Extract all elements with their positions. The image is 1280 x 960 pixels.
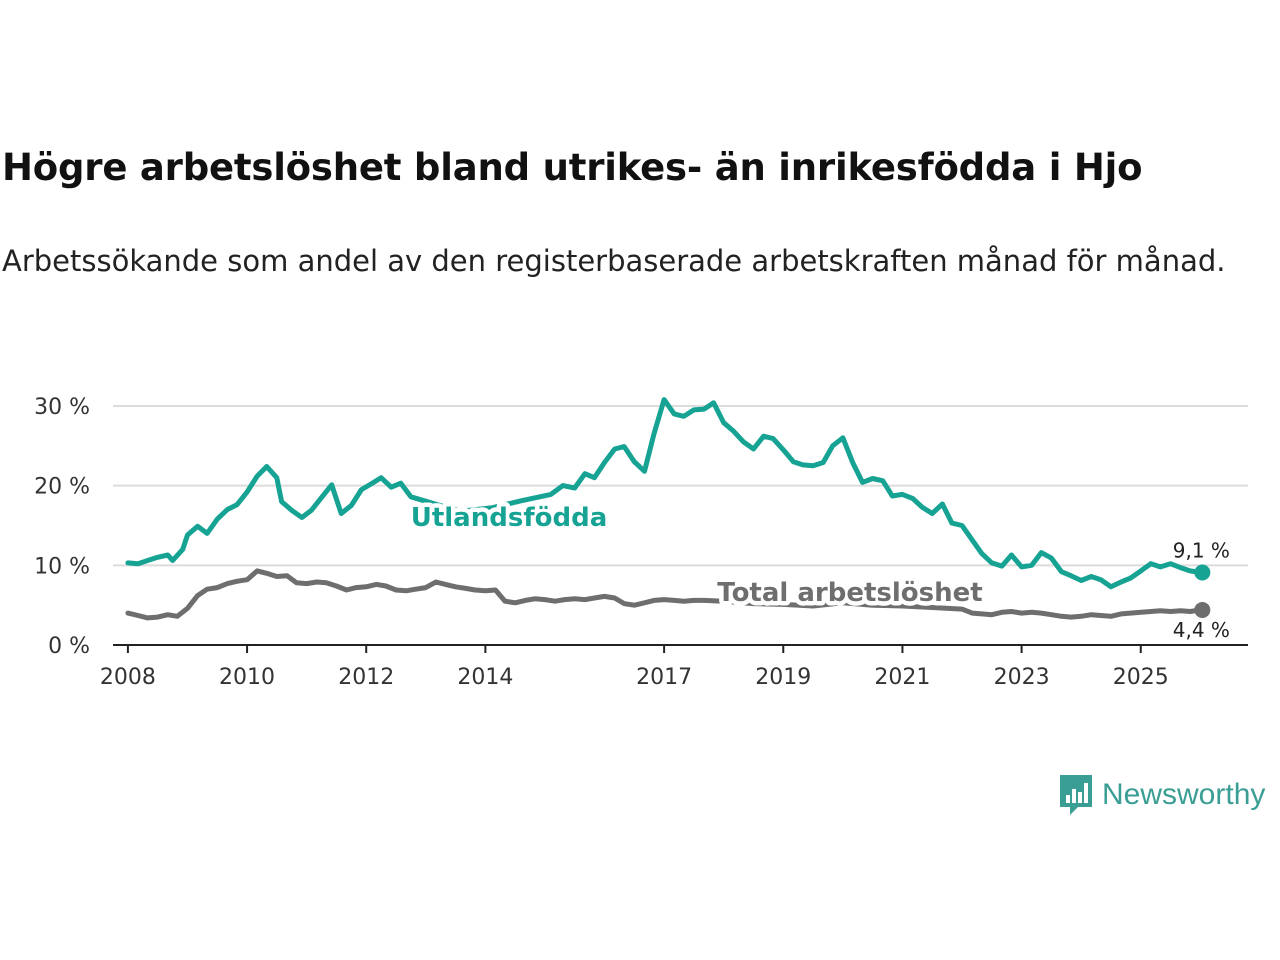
series-line-utlandsfodda (125, 397, 1203, 590)
line-chart: 0 % 10 % 20 % 30 % 2008 2010 2012 2014 2017 2019 2… (34, 395, 1248, 690)
end-value-label: 9,1 % (1173, 538, 1230, 562)
brand-name: Newsworthy (1102, 778, 1266, 811)
x-tick-label: 2012 (338, 665, 394, 690)
y-tick-label: 30 % (34, 395, 90, 420)
end-point-dot (1194, 601, 1211, 618)
series-line-total (125, 568, 1203, 621)
x-tick-label: 2023 (994, 665, 1050, 690)
y-tick-label: 10 % (34, 554, 90, 579)
y-tick-label: 0 % (48, 634, 90, 659)
y-tick-label: 20 % (34, 475, 90, 500)
x-tick-label: 2010 (219, 665, 275, 690)
chart-title: Högre arbetslöshet bland utrikes- än inr… (2, 146, 1143, 189)
x-tick-label: 2019 (755, 665, 811, 690)
x-tick-label: 2021 (874, 665, 930, 690)
end-point-dot (1194, 564, 1211, 581)
x-tick-label: 2025 (1113, 665, 1169, 690)
x-tick-label: 2008 (100, 665, 156, 690)
x-tick-label: 2014 (457, 665, 513, 690)
series-label-utlandsfodda: Utlandsfödda (411, 503, 608, 533)
newsworthy-logo-icon (1060, 775, 1092, 815)
newsworthy-logo: Newsworthy (1058, 773, 1265, 817)
x-tick-label: 2017 (636, 665, 692, 690)
series-label-total: Total arbetslöshet (717, 578, 982, 608)
end-value-label: 4,4 % (1173, 618, 1230, 642)
chart-subtitle: Arbetssökande som andel av den registerb… (2, 244, 1226, 278)
